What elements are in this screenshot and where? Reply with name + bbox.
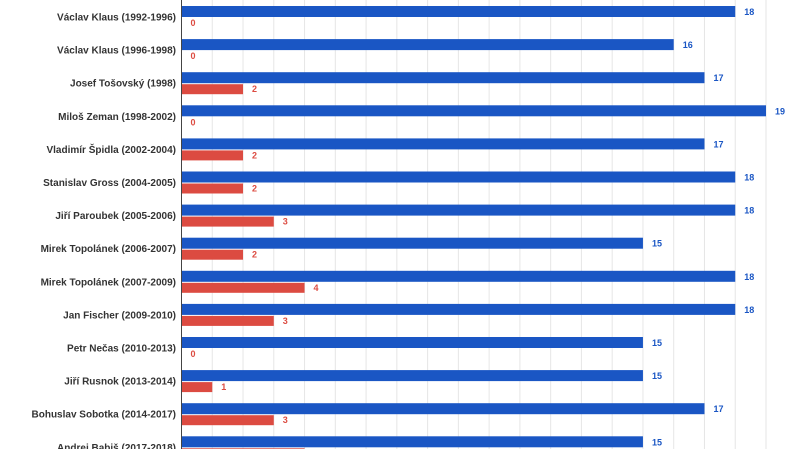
grid-lines [211, 0, 767, 449]
bar-series-1 [181, 39, 674, 51]
bar-series-2 [181, 382, 213, 393]
category-labels: Václav Klaus (1992-1996) Václav Klaus (19… [32, 13, 177, 449]
bar-series-2 [181, 183, 244, 194]
data-label: 0 [191, 349, 196, 359]
data-label: 15 [652, 371, 662, 381]
data-label: 19 [775, 106, 785, 116]
bar-series-1 [181, 337, 643, 348]
data-label: 0 [191, 117, 196, 127]
value-labels: 18 0 16 0 17 2 19 0 17 2 18 2 18 3 15 2 18 4 18 3 15 0 15 1 17 3 1… [191, 7, 786, 449]
bar-series-2 [181, 315, 274, 326]
bar-series-1 [181, 237, 643, 249]
category-label: Andrej Babiš (2017-2018) [57, 443, 176, 449]
data-label: 3 [283, 415, 288, 425]
data-label: 15 [652, 338, 662, 348]
data-label: 18 [744, 206, 754, 216]
category-label: Jiří Rusnok (2013-2014) [64, 377, 176, 388]
data-label: 18 [744, 305, 754, 315]
data-label: 3 [283, 316, 288, 326]
category-label: Vladimír Špidla (2002-2004) [46, 143, 176, 156]
bar-series-1 [181, 6, 736, 17]
data-label: 1 [221, 382, 226, 392]
bar-series-1 [181, 303, 736, 315]
category-label: Petr Nečas (2010-2013) [67, 344, 176, 355]
data-label: 15 [652, 437, 662, 447]
data-label: 3 [283, 217, 288, 227]
data-label: 17 [713, 139, 723, 149]
bar-series-2 [181, 249, 244, 260]
bar-series-1 [181, 105, 766, 117]
bar-series-2 [181, 150, 244, 161]
data-label: 16 [683, 40, 693, 50]
data-label: 17 [713, 404, 723, 414]
category-label: Mirek Topolánek (2007-2009) [41, 277, 176, 288]
bar-series-1 [181, 403, 705, 415]
data-label: 2 [252, 184, 257, 194]
data-label: 18 [744, 7, 754, 17]
category-label: Josef Tošovský (1998) [70, 79, 176, 90]
data-label: 2 [252, 150, 257, 160]
category-label: Miloš Zeman (1998-2002) [58, 112, 176, 123]
category-label: Bohuslav Sobotka (2014-2017) [32, 410, 177, 421]
category-label: Václav Klaus (1992-1996) [57, 13, 176, 24]
data-label: 4 [314, 283, 319, 293]
bar-series-1 [181, 72, 705, 84]
data-label: 0 [191, 51, 196, 61]
bar-series-1 [181, 204, 736, 216]
data-label: 2 [252, 250, 257, 260]
bar-series-1 [181, 436, 643, 448]
bar-series-1 [181, 370, 643, 382]
data-label: 17 [713, 73, 723, 83]
bar-series-1 [181, 270, 736, 282]
data-label: 18 [744, 173, 754, 183]
data-label: 0 [191, 18, 196, 28]
category-label: Stanislav Gross (2004-2005) [43, 178, 176, 189]
category-label: Mirek Topolánek (2006-2007) [41, 244, 176, 255]
category-label: Jiří Paroubek (2005-2006) [55, 211, 176, 222]
data-label: 18 [744, 272, 754, 282]
category-label: Václav Klaus (1996-1998) [57, 46, 176, 57]
bar-series-2 [181, 282, 305, 293]
bar-series-2 [181, 216, 274, 227]
data-label: 15 [652, 239, 662, 249]
data-label: 2 [252, 84, 257, 94]
bar-series-2 [181, 84, 244, 95]
bar-series-2 [181, 415, 274, 426]
bar-series-1 [181, 138, 705, 150]
category-label: Jan Fischer (2009-2010) [63, 310, 176, 321]
bar-series-1 [181, 171, 736, 183]
bars [181, 6, 766, 449]
